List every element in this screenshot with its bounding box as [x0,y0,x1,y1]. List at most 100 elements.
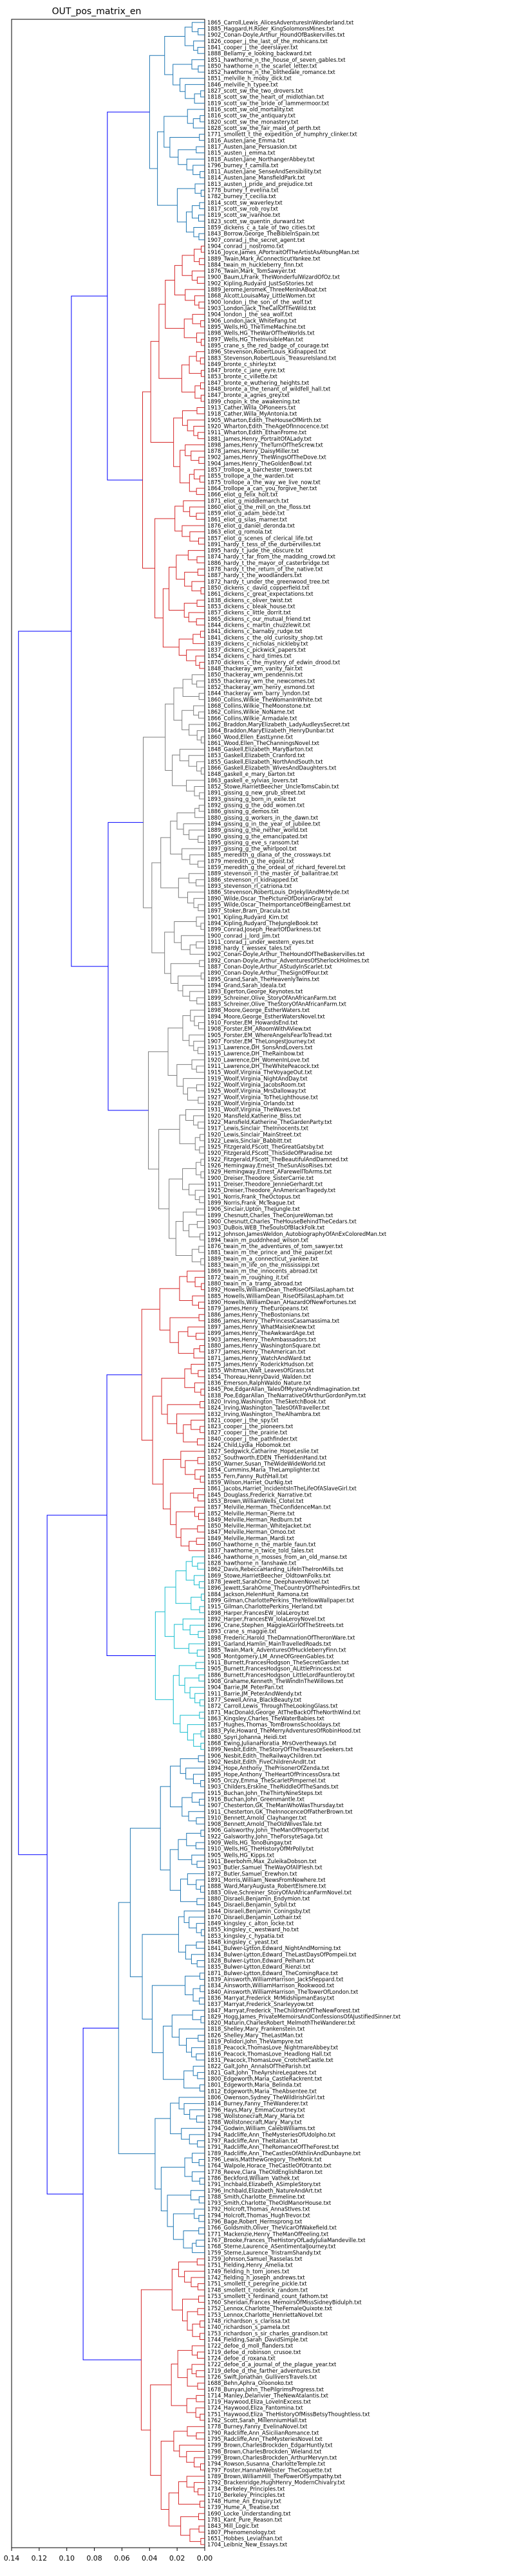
dendrogram-link [191,2364,205,2375]
leaf-label: 1853_kingsley_c_hypatia.txt [207,1933,284,1939]
leaf-label: 1719_Haywood,Eliza_LoveInExcess.txt [207,2398,312,2405]
leaf-label: 1734_Berkeley_Principles.txt [207,2485,285,2492]
leaf-label: 1793_Smith,Charlotte_TheOldManorHouse.tx… [207,2200,332,2206]
dendrogram-link [189,1224,200,1238]
dendrogram-link [174,1624,189,1649]
leaf-label: 1875_trollope_a_the_way_we_live_now.txt [207,479,321,485]
leaf-label: 1871_James,Henry_WatchAndWard.txt [207,1355,312,1361]
dendrogram-link [176,813,195,830]
leaf-label: 1838_Poe,EdgarAllan_TheNarrativeOfArthur… [207,1392,366,1399]
dendrogram-link [172,755,187,786]
dendrogram-link [185,84,205,99]
dendrogram-link [173,2213,194,2240]
leaf-label: 1886_James,Henry_TheBostonians.txt [207,1311,310,1318]
dendrogram-link [199,1345,205,1352]
leaf-label: 1880_James,Henry_WashingtonSquare.txt [207,1343,321,1349]
dendrogram-link [195,1842,205,1850]
leaf-label: 1740_richardson_s_pamela.txt [207,2324,290,2330]
dendrogram-link [188,1643,205,1654]
leaf-label: 1908_Forster,EM_ARoomWithAView.txt [207,1026,312,1032]
leaf-label: 1894_Grand,Sarah_Ideala.txt [207,982,286,989]
leaf-label: 1764_Walpole,Horace_TheCastleOfOtranto.t… [207,2162,332,2169]
dendrogram-link [147,1051,169,1170]
leaf-label: 1752_Lennox,Charlotte_TheFemaleQuixote.t… [207,2305,333,2312]
leaf-label: 1905_Wells,HG_Kipps.txt [207,1852,275,1858]
dendrogram-link [187,892,205,904]
dendrogram-link [193,1348,205,1359]
leaf-label: 1678_Bunyan,John_ThePilgrimsProgress.txt [207,2386,324,2393]
leaf-label: 1848_gaskell_e_mary_barton.txt [207,771,295,777]
dendrogram-link [198,1631,205,1638]
dendrogram-link [189,2109,205,2120]
dendrogram-link [189,991,205,1002]
dendrogram-link [196,1861,205,1868]
leaf-label: 1688_Behn,Aphra_Oroonoko.txt [207,2380,294,2386]
leaf-label: 1910_Bennett,Arnold_Clayhanger.txt [207,1814,307,1821]
leaf-label: 1920_Lawrence,DH_WomenInLove.txt [207,1056,310,1063]
leaf-label: 1853_Gaskell,Elizabeth_Cranford.txt [207,752,306,759]
dendrogram-link [196,146,205,154]
dendrogram-link [182,410,197,426]
dendrogram-link [140,2289,173,2431]
dendrogram-link [200,587,205,594]
leaf-label: 1690_Locke_Understanding.txt [207,2510,291,2517]
dendrogram-link [186,1833,201,1846]
leaf-label: 1895_crane_s_the_red_badge_of_courage.tx… [207,342,329,349]
dendrogram-link [198,804,205,812]
leaf-label: 1821_Galt,John_TheAyrshireLegatees.txt [207,2069,317,2075]
leaf-label: 1891_Garland,Hamlin_MainTravelledRoads.t… [207,1641,332,1647]
leaf-label: 1895_Wilde,Oscar_TheImportanceOfBeingEar… [207,901,351,908]
leaf-label: 1862_Davis,RebeccaHarding_LifeInTheIronM… [207,1566,344,1572]
dendrogram-link [193,1733,201,1747]
leaf-label: 1897_Stoker,Bram_Dracula.txt [207,908,290,914]
dendrogram-link [196,513,205,520]
leaf-label: 1908_Montgomery,LM_AnneOfGreenGables.txt [207,1653,334,1659]
dendrogram-link [162,588,180,648]
leaf-label: 1778_Reeve,Clara_TheOldEnglishBaron.txt [207,2169,323,2175]
leaf-label: 1904_James,Henry_TheGoldenBowl.txt [207,460,312,466]
leaf-label: 1724_defoe_d_roxana.txt [207,2355,276,2361]
leaf-label: 1771_Mackenzie,Henry_TheManOfFeeling.txt [207,2231,329,2237]
dendrogram-link [157,131,178,206]
leaf-label: 1811_Austen,Jane_SenseAndSensibility.txt [207,169,322,175]
leaf-label: 1916_Joyce,James_APortraitOfTheArtistAsA… [207,249,360,255]
dendrogram-link [182,525,205,537]
leaf-label: 1814_scott_sw_waverley.txt [207,199,283,206]
dendrogram-link [192,1556,205,1567]
dendrogram-link [199,475,205,483]
dendrogram-link [198,1494,205,1502]
dendrogram-link [190,1009,205,1022]
dendrogram-link [170,963,200,984]
dendrogram-link [191,674,205,685]
leaf-label: 1899_Conrad,Joseph_HeartOfDarkness.txt [207,926,321,933]
leaf-label: 1848_bronte_a_the_tenant_of_wildfell_hal… [207,386,331,392]
leaf-label: 1863_Kingsley,Charles_TheWaterBabies.txt [207,1715,324,1722]
leaf-label: 1895_Grand,Sarah_TheHeavenlyTwins.txt [207,976,320,982]
dendrogram-link [154,1611,174,1700]
leaf-label: 1915_Woolf,Virginia_TheVoyageOut.txt [207,1069,313,1076]
leaf-label: 1897_gissing_g_the_whirlpool.txt [207,845,297,852]
dendrogram-link [198,1302,205,1309]
dendrogram-link [198,693,205,700]
dendrogram-link [196,2258,205,2266]
leaf-label: 1861_eliot_g_silas_marner.txt [207,516,288,522]
leaf-label: 1884_twain_m_huckleberry_finn.txt [207,261,304,268]
dendrogram-link [196,1879,205,1890]
leaf-label: 1836_Emerson,RalphWaldo_Nature.txt [207,1379,312,1386]
leaf-label: 1904_conrad_j_nostromo.txt [207,243,285,249]
dendrogram-link [200,1426,205,1433]
leaf-label: 1883_Schreiner,Olive_TheStoryOfAnAfrican… [207,1000,347,1007]
dendrogram-link [184,26,194,46]
dendrogram-link [191,1059,205,1070]
dendrogram-link [183,603,198,618]
x-tick-label: 0.10 [59,2554,75,2562]
dendrogram-link [179,1114,196,1145]
dendrogram-link [193,1488,205,1498]
leaf-label: 1836_Marryat,Frederick_MrMidshipmanEasy.… [207,1994,335,2001]
leaf-label: 1891_gissing_g_new_grub_street.txt [207,789,306,796]
dendrogram-link [200,1830,205,1837]
dendrogram-link [185,1767,205,1780]
leaf-label: 1883_Stevenson,RobertLouis_TreasureIslan… [207,354,337,361]
leaf-label: 1885_Haggard,H.Rider_KingSolomonsMines.t… [207,25,335,32]
